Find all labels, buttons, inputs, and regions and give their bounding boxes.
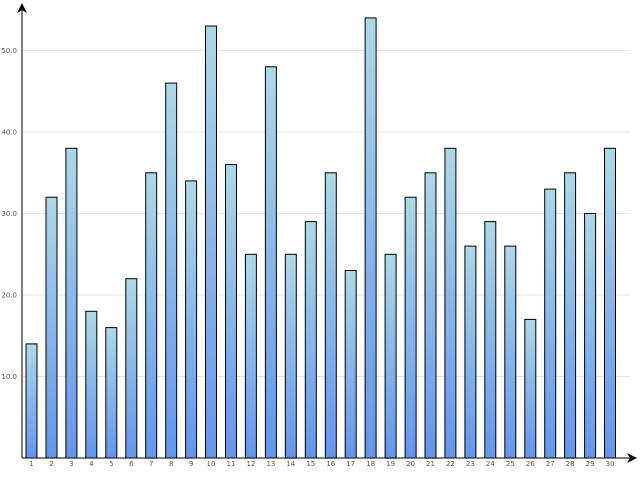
x-tick-label: 3	[69, 460, 73, 468]
bar	[464, 245, 477, 459]
bar	[284, 253, 297, 459]
y-tick-labels: 10.0 20.0 30.0 40.0 50.0	[1, 47, 17, 381]
bar	[504, 245, 517, 459]
x-tick-label: 9	[189, 460, 193, 468]
x-tick-labels: 1 2 3 4 5 6 7 8 9 10 11 12 13 14 15 16 17 18 19 20 21 22 23 24 2…	[29, 460, 614, 468]
y-axis-arrow	[17, 3, 27, 13]
x-tick-label: 22	[446, 460, 455, 468]
x-tick-label: 16	[326, 460, 335, 468]
bar	[584, 213, 597, 459]
x-tick-label: 27	[546, 460, 555, 468]
bar	[205, 25, 217, 459]
bar	[444, 147, 457, 459]
x-tick-label: 5	[109, 460, 113, 468]
y-tick-label: 20.0	[1, 292, 17, 300]
y-tick-label: 40.0	[1, 129, 17, 137]
x-tick-label: 1	[29, 460, 33, 468]
bar	[45, 196, 58, 459]
x-tick-label: 17	[346, 460, 355, 468]
bar	[225, 164, 237, 459]
x-tick-label: 11	[227, 460, 236, 468]
bar	[604, 147, 616, 459]
bar	[564, 172, 577, 459]
x-tick-label: 20	[406, 460, 415, 468]
bar	[544, 188, 557, 459]
x-tick-label: 19	[386, 460, 395, 468]
axes	[17, 3, 637, 463]
bar	[185, 180, 198, 459]
x-tick-label: 12	[246, 460, 255, 468]
x-tick-label: 23	[466, 460, 475, 468]
bar	[364, 17, 377, 459]
bars	[25, 17, 616, 459]
bar	[244, 253, 257, 459]
bar	[424, 172, 437, 459]
bar	[264, 66, 277, 459]
x-tick-label: 13	[266, 460, 275, 468]
x-axis-arrow	[627, 453, 637, 463]
y-tick-label: 30.0	[1, 210, 17, 218]
y-tick-label: 50.0	[1, 47, 17, 55]
x-tick-label: 6	[129, 460, 134, 468]
x-tick-label: 25	[506, 460, 515, 468]
bar	[65, 147, 78, 459]
bar	[404, 196, 417, 459]
bar	[384, 253, 397, 459]
bar	[524, 318, 537, 459]
x-tick-label: 14	[286, 460, 295, 468]
bar	[145, 172, 158, 459]
x-tick-label: 4	[89, 460, 94, 468]
x-tick-label: 7	[149, 460, 153, 468]
x-tick-label: 26	[526, 460, 535, 468]
x-tick-label: 30	[606, 460, 615, 468]
bar	[165, 82, 178, 459]
bar	[105, 327, 118, 459]
x-tick-label: 24	[486, 460, 495, 468]
y-tick-label: 10.0	[1, 373, 17, 381]
bar	[25, 343, 38, 459]
x-tick-label: 2	[49, 460, 53, 468]
x-tick-label: 10	[207, 460, 216, 468]
x-tick-label: 18	[366, 460, 375, 468]
bar	[324, 172, 337, 459]
x-tick-label: 8	[169, 460, 173, 468]
bar	[125, 278, 138, 459]
x-tick-label: 29	[586, 460, 595, 468]
bar	[304, 221, 317, 459]
x-tick-label: 28	[566, 460, 575, 468]
bar	[85, 310, 98, 459]
bar	[484, 221, 497, 459]
x-tick-label: 15	[306, 460, 315, 468]
bar	[344, 270, 357, 459]
x-tick-label: 21	[426, 460, 435, 468]
